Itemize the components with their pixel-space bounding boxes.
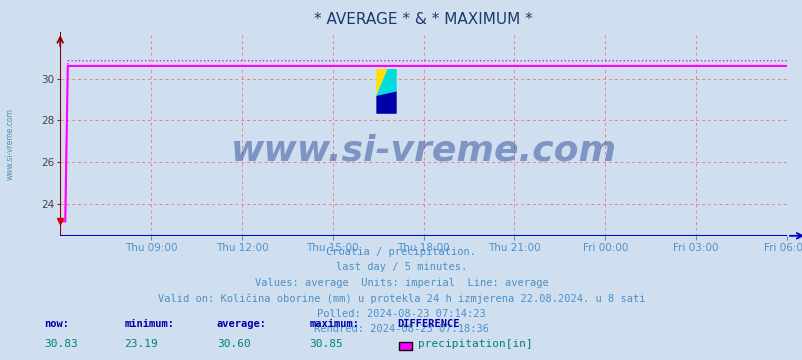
Text: DIFFERENCE: DIFFERENCE: [397, 319, 460, 329]
Text: Polled: 2024-08-23 07:14:23: Polled: 2024-08-23 07:14:23: [317, 309, 485, 319]
Text: 30.85: 30.85: [309, 339, 342, 349]
Text: maximum:: maximum:: [309, 319, 358, 329]
Text: average:: average:: [217, 319, 266, 329]
Text: last day / 5 minutes.: last day / 5 minutes.: [335, 262, 467, 272]
Text: 23.19: 23.19: [124, 339, 158, 349]
Text: minimum:: minimum:: [124, 319, 174, 329]
Text: 30.60: 30.60: [217, 339, 250, 349]
Polygon shape: [376, 69, 387, 96]
Text: www.si-vreme.com: www.si-vreme.com: [230, 133, 616, 167]
Text: precipitation[in]: precipitation[in]: [418, 339, 533, 349]
Text: www.si-vreme.com: www.si-vreme.com: [6, 108, 15, 180]
Text: Rendred: 2024-08-23 07:18:36: Rendred: 2024-08-23 07:18:36: [314, 324, 488, 334]
Text: now:: now:: [44, 319, 69, 329]
Text: Values: average  Units: imperial  Line: average: Values: average Units: imperial Line: av…: [254, 278, 548, 288]
Text: Valid on: Količina oborine (mm) u protekla 24 h izmjerena 22.08.2024. u 8 sati: Valid on: Količina oborine (mm) u protek…: [157, 293, 645, 303]
Polygon shape: [376, 91, 396, 114]
Text: 30.83: 30.83: [44, 339, 78, 349]
Title: * AVERAGE * & * MAXIMUM *: * AVERAGE * & * MAXIMUM *: [314, 12, 533, 27]
Text: Croatia / precipitation.: Croatia / precipitation.: [326, 247, 476, 257]
Polygon shape: [376, 69, 396, 96]
